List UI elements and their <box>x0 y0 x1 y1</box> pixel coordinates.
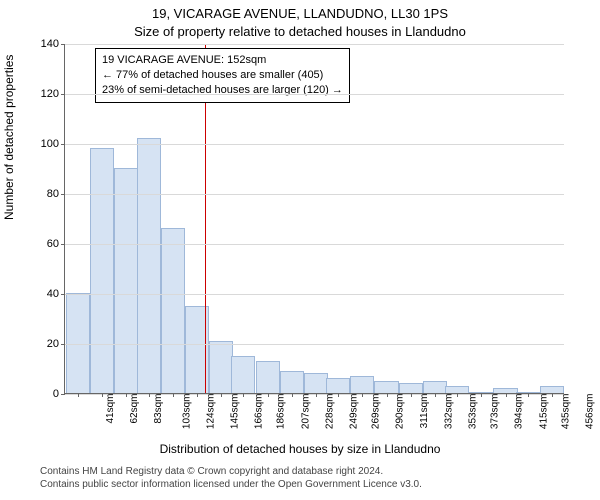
xtick-label: 228sqm <box>324 394 335 430</box>
xtick-mark <box>197 393 198 397</box>
xtick-mark <box>362 393 363 397</box>
histogram-bar <box>161 228 185 393</box>
xtick-mark <box>316 393 317 397</box>
xtick-mark <box>292 393 293 397</box>
xtick-label: 166sqm <box>253 394 264 430</box>
xtick-mark <box>268 393 269 397</box>
xtick-label: 41sqm <box>105 394 116 424</box>
ytick-label: 60 <box>29 238 59 250</box>
xtick-label: 373sqm <box>490 394 501 430</box>
xtick-label: 394sqm <box>514 394 525 430</box>
xtick-mark <box>457 393 458 397</box>
xtick-label: 332sqm <box>443 394 454 430</box>
ytick-mark <box>61 344 65 345</box>
xtick-mark <box>126 393 127 397</box>
annotation-line3: 23% of semi-detached houses are larger (… <box>102 83 343 98</box>
xtick-mark <box>552 393 553 397</box>
gridline-h <box>65 244 564 245</box>
histogram-bar <box>114 168 138 393</box>
ytick-mark <box>61 294 65 295</box>
histogram-bar <box>540 386 564 394</box>
xtick-label: 456sqm <box>585 394 596 430</box>
footer-line1: Contains HM Land Registry data © Crown c… <box>40 466 590 479</box>
ytick-mark <box>61 194 65 195</box>
gridline-h <box>65 44 564 45</box>
ytick-label: 40 <box>29 288 59 300</box>
y-axis-label: Number of detached properties <box>2 55 16 220</box>
ytick-label: 140 <box>29 38 59 50</box>
xtick-label: 435sqm <box>561 394 572 430</box>
xtick-label: 207sqm <box>300 394 311 430</box>
annotation-line1: 19 VICARAGE AVENUE: 152sqm <box>102 53 343 68</box>
histogram-bar <box>209 341 233 394</box>
histogram-bar <box>399 383 423 393</box>
xtick-label: 249sqm <box>348 394 359 430</box>
ytick-label: 80 <box>29 188 59 200</box>
xtick-mark <box>338 393 339 397</box>
histogram-bar <box>231 356 255 394</box>
gridline-h <box>65 144 564 145</box>
xtick-label: 83sqm <box>153 394 164 424</box>
plot-area: 19 VICARAGE AVENUE: 152sqm ← 77% of deta… <box>64 44 564 394</box>
histogram-bar <box>374 381 398 394</box>
figure-title-line1: 19, VICARAGE AVENUE, LLANDUDNO, LL30 1PS <box>0 6 600 21</box>
xtick-mark <box>411 393 412 397</box>
ytick-mark <box>61 94 65 95</box>
xtick-label: 311sqm <box>418 394 429 429</box>
xtick-mark <box>481 393 482 397</box>
xtick-mark <box>102 393 103 397</box>
ytick-label: 0 <box>29 388 59 400</box>
xtick-label: 415sqm <box>538 394 549 430</box>
x-axis-label: Distribution of detached houses by size … <box>0 442 600 456</box>
xtick-label: 145sqm <box>229 394 240 430</box>
ytick-mark <box>61 44 65 45</box>
footer-line2: Contains public sector information licen… <box>40 479 590 492</box>
histogram-bar <box>445 386 469 394</box>
xtick-mark <box>78 393 79 397</box>
footer-copyright: Contains HM Land Registry data © Crown c… <box>40 466 590 491</box>
gridline-h <box>65 294 564 295</box>
xtick-label: 124sqm <box>205 394 216 430</box>
xtick-label: 269sqm <box>371 394 382 430</box>
xtick-mark <box>506 393 507 397</box>
histogram-bar <box>90 148 114 393</box>
gridline-h <box>65 94 564 95</box>
ytick-label: 20 <box>29 338 59 350</box>
ytick-mark <box>61 244 65 245</box>
xtick-mark <box>528 393 529 397</box>
ytick-label: 120 <box>29 88 59 100</box>
histogram-bar <box>423 381 447 394</box>
figure-title-line2: Size of property relative to detached ho… <box>0 24 600 39</box>
histogram-bar <box>256 361 280 394</box>
gridline-h <box>65 344 564 345</box>
xtick-label: 62sqm <box>129 394 140 424</box>
histogram-figure: 19, VICARAGE AVENUE, LLANDUDNO, LL30 1PS… <box>0 0 600 500</box>
gridline-h <box>65 194 564 195</box>
histogram-bar <box>350 376 374 394</box>
xtick-mark <box>173 393 174 397</box>
xtick-mark <box>221 393 222 397</box>
xtick-mark <box>435 393 436 397</box>
ytick-mark <box>61 144 65 145</box>
ytick-label: 100 <box>29 138 59 150</box>
histogram-bar <box>137 138 161 393</box>
xtick-mark <box>149 393 150 397</box>
ytick-mark <box>61 394 65 395</box>
xtick-label: 353sqm <box>467 394 478 430</box>
xtick-label: 103sqm <box>181 394 192 430</box>
xtick-mark <box>387 393 388 397</box>
histogram-bar <box>280 371 304 394</box>
xtick-mark <box>243 393 244 397</box>
annotation-line2: ← 77% of detached houses are smaller (40… <box>102 68 343 83</box>
histogram-bar <box>66 293 90 393</box>
xtick-label: 186sqm <box>276 394 287 430</box>
xtick-label: 290sqm <box>395 394 406 430</box>
histogram-bar <box>304 373 328 393</box>
histogram-bar <box>326 378 350 393</box>
